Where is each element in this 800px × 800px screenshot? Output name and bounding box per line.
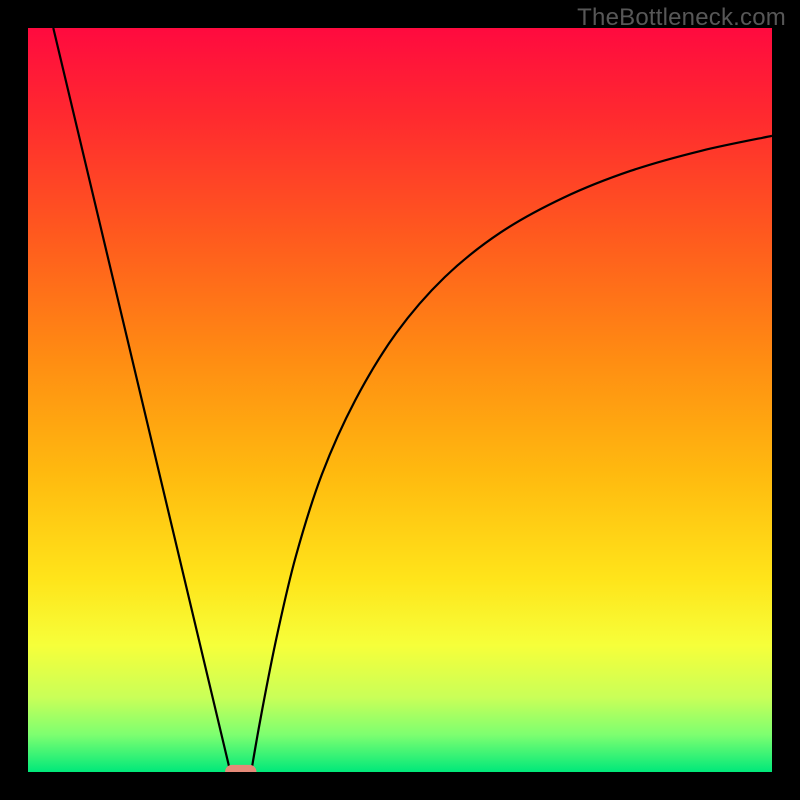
plot-area [28,28,772,772]
minimum-marker [225,765,256,772]
chart-frame: TheBottleneck.com [0,0,800,800]
chart-svg [28,28,772,772]
gradient-background [28,28,772,772]
